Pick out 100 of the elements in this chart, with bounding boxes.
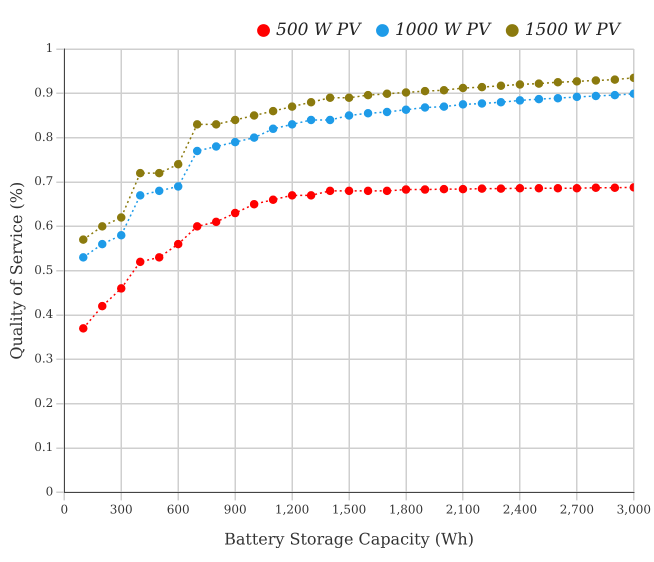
y-tick-label: 0 [46, 484, 54, 499]
point [306, 191, 316, 200]
x-tick-label: 2,700 [560, 502, 594, 517]
point [440, 102, 448, 111]
y-axis-title: Quality of Service (%) [6, 182, 26, 360]
point [572, 77, 582, 86]
point [516, 80, 524, 89]
point [250, 133, 258, 142]
point [268, 124, 278, 134]
point [212, 218, 220, 226]
point [610, 184, 620, 192]
point [174, 182, 182, 191]
point [496, 82, 506, 90]
point [516, 96, 524, 105]
point [192, 222, 202, 231]
point [192, 146, 202, 156]
point [306, 98, 316, 106]
point [440, 184, 448, 194]
point [364, 186, 372, 196]
point [572, 184, 582, 192]
point [136, 258, 144, 266]
point [288, 120, 296, 129]
point [496, 98, 506, 106]
y-tick-label: 0.1 [34, 440, 54, 454]
y-tick-label: 1 [46, 41, 54, 56]
x-tick-label: 300 [110, 502, 133, 517]
point [268, 196, 278, 204]
point [478, 82, 486, 92]
point [136, 168, 144, 178]
point [458, 100, 468, 109]
x-tick-label: 600 [166, 502, 190, 517]
point [478, 99, 486, 108]
point [174, 240, 182, 248]
x-tick-label: 0 [60, 502, 68, 517]
point [326, 186, 334, 196]
point [174, 160, 182, 169]
point [420, 103, 430, 112]
point [458, 84, 468, 92]
x-tick-label: 1,500 [332, 502, 366, 517]
point [154, 168, 164, 178]
y-tick-label: 0.7 [34, 174, 54, 188]
legend-label: 1000 W PV [394, 20, 492, 40]
y-tick-label: 0.8 [34, 130, 54, 144]
point [610, 75, 620, 84]
point [250, 200, 258, 208]
y-tick-label: 0.5 [34, 262, 54, 277]
point [192, 120, 202, 129]
y-tick-label: 0.3 [34, 352, 54, 366]
point [592, 76, 600, 85]
point [116, 230, 126, 240]
point [326, 116, 334, 124]
point [534, 94, 544, 104]
y-tick-label: 0.9 [34, 85, 54, 100]
point [554, 78, 562, 87]
point [364, 109, 372, 118]
point [98, 222, 107, 231]
point [268, 106, 278, 116]
point [344, 94, 354, 102]
legend-label: 500 W PV [276, 20, 362, 40]
x-tick-label: 900 [224, 502, 247, 517]
x-tick-label: 2,400 [502, 502, 538, 517]
y-tick-label: 0.2 [34, 396, 54, 410]
point [154, 186, 164, 196]
y-tick-label: 0.6 [34, 218, 54, 232]
point [516, 184, 524, 192]
point [230, 138, 240, 146]
x-tick-label: 2,100 [446, 502, 480, 517]
point [230, 208, 240, 218]
point [154, 253, 164, 262]
point [402, 105, 410, 114]
point [344, 186, 354, 196]
y-tick-label: 0.4 [34, 307, 54, 322]
point [79, 253, 88, 262]
point [136, 191, 144, 200]
point [250, 111, 258, 120]
point [98, 302, 107, 310]
point [382, 90, 392, 98]
legend-label: 1500 W PV [524, 20, 622, 40]
x-axis-title: Battery Storage Capacity (Wh) [224, 530, 474, 549]
point [79, 324, 88, 333]
point [382, 186, 392, 196]
point [116, 284, 126, 293]
point [344, 111, 354, 120]
point [288, 102, 296, 111]
point [554, 184, 562, 192]
point [326, 94, 334, 102]
point [212, 142, 220, 151]
point [592, 92, 600, 100]
point [364, 90, 372, 100]
point [420, 185, 430, 194]
point [402, 88, 410, 97]
point [212, 120, 220, 129]
point [382, 108, 392, 116]
point [440, 86, 448, 94]
point [496, 184, 506, 193]
point [98, 240, 107, 248]
x-tick-label: 3,000 [616, 502, 652, 517]
point [610, 90, 620, 100]
point [288, 191, 296, 200]
point [230, 116, 240, 124]
